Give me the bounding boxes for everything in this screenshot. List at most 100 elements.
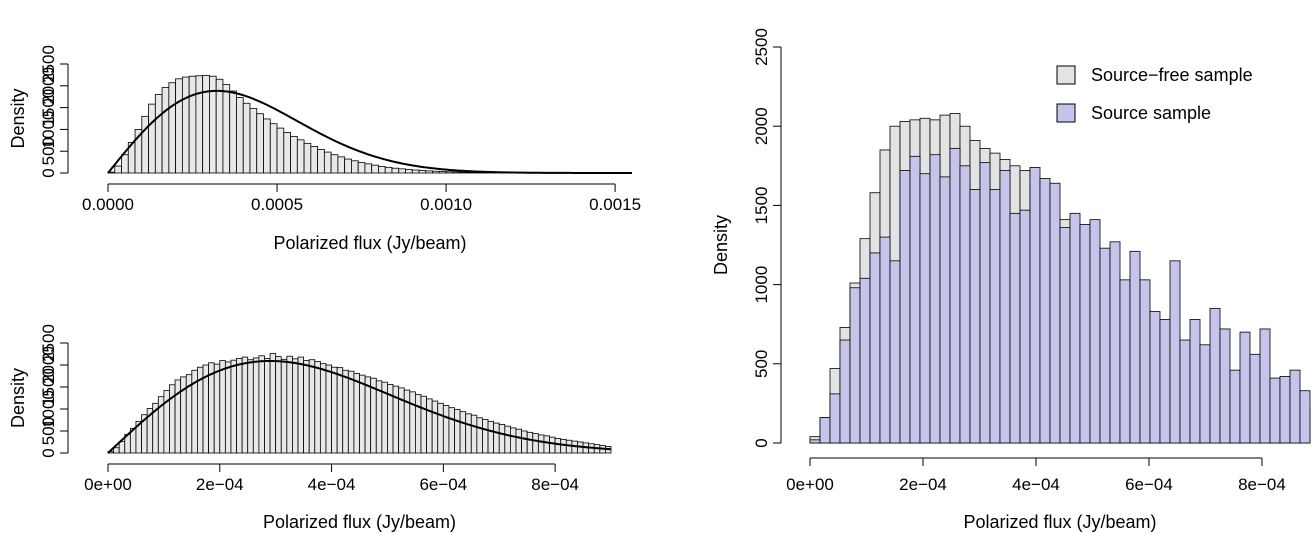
histogram-bar: [869, 252, 881, 444]
histogram-bar: [317, 149, 325, 174]
histogram-bar: [452, 171, 460, 174]
histogram-bar: [1249, 353, 1261, 444]
histogram-bar: [342, 369, 349, 454]
histogram-bar: [325, 364, 332, 454]
histogram-bar: [432, 170, 440, 174]
histogram-bar: [398, 387, 405, 454]
y-tick-label: 2500: [39, 45, 58, 83]
x-tick-label: 8e−04: [531, 475, 579, 494]
histogram-bar: [347, 370, 355, 454]
histogram-bar: [1049, 182, 1061, 444]
histogram-bar: [1029, 166, 1041, 444]
histogram-bar: [148, 103, 156, 174]
histogram-bar: [351, 160, 359, 174]
histogram-bar: [1289, 369, 1301, 444]
histogram-bar: [230, 359, 237, 454]
x-tick-label: 8e−04: [1238, 475, 1286, 494]
histogram-bar: [909, 155, 921, 444]
y-tick-label: 2500: [752, 28, 771, 66]
y-tick-label: 0: [752, 438, 771, 447]
right-y-ticks: 0 500 1000 1500 2000 2500: [752, 28, 781, 448]
histogram-bar: [337, 156, 346, 174]
histogram-bar: [1159, 319, 1171, 444]
histogram-bar: [919, 173, 931, 444]
histogram-bar: [224, 361, 232, 454]
histogram-bar: [465, 413, 472, 454]
top-left-x-ticks: 0.0000 0.0005 0.0010 0.0015: [82, 184, 641, 214]
histogram-bar: [398, 168, 406, 174]
histogram-bar: [1189, 319, 1201, 444]
right-x-ticks: 0e+00 2e−04 4e−04 6e−04 8e−04: [786, 458, 1286, 494]
legend: Source−free sample Source sample: [1056, 65, 1253, 123]
x-tick-label: 0.0015: [589, 195, 641, 214]
histogram-bar: [256, 113, 264, 174]
y-tick-label: 2000: [39, 67, 58, 105]
histogram-bar: [357, 162, 366, 174]
histogram-bar: [1019, 209, 1031, 444]
histogram-bar: [1069, 212, 1081, 444]
x-tick-label: 0.0000: [82, 195, 134, 214]
x-tick-label: 0.0010: [420, 195, 472, 214]
histogram-bar: [292, 358, 299, 454]
histogram-bar: [515, 428, 522, 454]
histogram-bar: [264, 357, 271, 454]
top-left-fit-curve: [107, 89, 632, 174]
histogram-bar: [121, 154, 129, 174]
x-tick-label: 0e+00: [786, 475, 834, 494]
histogram-bar: [331, 366, 338, 454]
histogram-bar: [161, 87, 170, 174]
bottom-left-fit-curve: [107, 359, 612, 454]
histogram-bar: [296, 139, 305, 174]
histogram-bar: [276, 127, 285, 174]
histogram-bar: [168, 82, 177, 174]
histogram-bar: [269, 123, 278, 174]
x-tick-label: 6e−04: [419, 475, 467, 494]
histogram-bar: [181, 76, 190, 174]
histogram-bar: [543, 435, 550, 454]
histogram-bar: [344, 158, 352, 174]
y-tick-label: 1000: [39, 390, 58, 428]
histogram-bar: [213, 363, 221, 454]
histogram-bar: [175, 78, 183, 174]
histogram-bar: [222, 84, 231, 174]
histogram-bar: [498, 423, 506, 454]
histogram-bar: [1239, 331, 1251, 444]
histogram-bar: [1059, 227, 1071, 444]
x-tick-label: 0e+00: [84, 475, 132, 494]
histogram-bar: [1139, 279, 1151, 444]
right-y-axis-title: Density: [711, 215, 731, 275]
histogram-bar: [1039, 178, 1051, 444]
bottom-left-bars: [107, 353, 612, 454]
histogram-bar: [509, 427, 517, 454]
y-tick-label: 2500: [39, 324, 58, 362]
histogram-bar: [899, 170, 911, 444]
y-tick-label: 1500: [39, 89, 58, 127]
histogram-bar: [1149, 311, 1161, 444]
histogram-bar: [554, 438, 562, 454]
y-tick-label: 1500: [752, 186, 771, 224]
bottom-left-x-ticks: 0e+00 2e−04 4e−04 6e−04 8e−04: [84, 464, 579, 494]
histogram-bar: [319, 363, 327, 454]
histogram-bar: [438, 171, 447, 174]
top-left-y-axis-title: Density: [8, 88, 28, 148]
histogram-bar: [1089, 219, 1101, 444]
histogram-bar: [249, 108, 258, 174]
histogram-bar: [269, 353, 277, 454]
histogram-bar: [330, 154, 339, 174]
histogram-bar: [403, 389, 411, 454]
histogram-bar: [465, 171, 474, 174]
histogram-bar: [809, 439, 821, 444]
histogram-bar: [195, 75, 204, 174]
histogram-bar: [989, 189, 1001, 444]
histogram-bar: [459, 411, 467, 454]
histogram-bar: [1169, 260, 1181, 444]
histogram-bar: [114, 165, 122, 174]
histogram-bar: [323, 151, 332, 174]
histogram-bar: [154, 94, 163, 174]
y-tick-label: 0: [39, 448, 58, 457]
histogram-bar: [949, 147, 961, 444]
histogram-bar: [384, 166, 393, 174]
y-tick-label: 1500: [39, 368, 58, 406]
histogram-bar: [1109, 241, 1121, 444]
